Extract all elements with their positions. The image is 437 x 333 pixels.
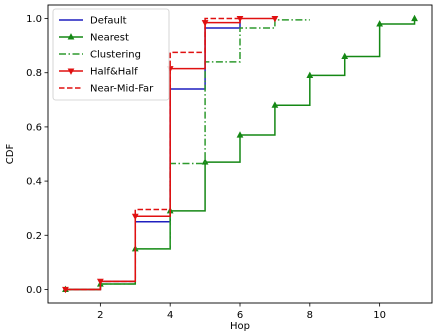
y-axis-title: CDF — [5, 144, 16, 165]
y-tick-label: 0.2 — [26, 231, 42, 242]
axes-layer: 2 4 6 8 10 0.0 0.2 0.4 0.6 0.8 1.0 Hop CDF — [5, 4, 433, 332]
legend-label-half-half: Half&Half — [90, 67, 138, 78]
legend-label-near-mid-far: Near-Mid-Far — [90, 84, 154, 95]
plot-layer — [62, 14, 418, 294]
legend-label-nearest: Nearest — [90, 33, 129, 44]
x-axis-title: Hop — [230, 321, 250, 332]
legend-marker-nearest — [67, 33, 75, 40]
series-point-nearest — [271, 101, 279, 108]
y-tick-label: 0.6 — [26, 122, 42, 133]
legend: Default Nearest Clustering Half&Half Near-Mi… — [52, 8, 170, 101]
series-point-nearest — [376, 20, 384, 27]
series-point-nearest — [236, 131, 244, 138]
series-line-clustering — [65, 19, 310, 291]
x-tick-label: 2 — [97, 310, 103, 321]
y-tick-label: 0.4 — [26, 177, 42, 188]
y-tick-label: 0.0 — [26, 285, 42, 296]
y-tick-label: 1.0 — [26, 14, 42, 25]
series-point-nearest — [411, 14, 418, 22]
x-tick-label: 8 — [307, 310, 313, 321]
y-tick-label: 0.8 — [26, 68, 42, 79]
legend-label-clustering: Clustering — [90, 50, 141, 61]
series-point-nearest — [341, 52, 349, 60]
x-tick-label: 6 — [237, 310, 243, 321]
series-line-near-mid-far — [65, 17, 240, 291]
x-tick-label: 4 — [167, 310, 173, 321]
series-point-half-half — [271, 16, 279, 23]
x-tick-label: 10 — [373, 310, 386, 321]
series-point-nearest — [306, 71, 314, 78]
legend-box — [52, 8, 170, 101]
legend-label-default: Default — [90, 16, 127, 27]
legend-marker-half-half — [67, 68, 75, 75]
